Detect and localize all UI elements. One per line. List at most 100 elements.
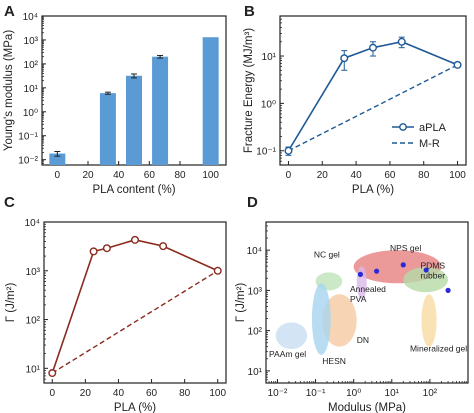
- y-tick-label: 10⁻²: [18, 156, 38, 167]
- region-ellipse: [403, 267, 449, 293]
- x-axis-label: PLA (%): [352, 184, 394, 196]
- x-tick-label: 80: [174, 170, 186, 181]
- y-tick-label: 10⁻¹: [256, 147, 276, 158]
- data-point: [159, 242, 168, 251]
- data-point: [423, 267, 429, 273]
- x-tick-label: 80: [418, 170, 430, 181]
- region-label: PAAm gel: [269, 349, 306, 359]
- x-tick-label: 60: [384, 170, 396, 181]
- y-tick-label: 10⁴: [247, 246, 262, 257]
- y-tick-label: 10²: [24, 60, 39, 71]
- region-label: HESN: [322, 356, 346, 366]
- region-label-line: Annealed: [350, 284, 386, 294]
- region-label-line: PDMS: [420, 260, 445, 270]
- region-label: DN: [357, 335, 369, 345]
- x-tick-label: 20: [317, 170, 329, 181]
- plot-frame: [43, 221, 227, 384]
- y-tick-label: 10²: [26, 316, 41, 327]
- bar: [152, 56, 169, 165]
- panel-c: 10¹ 10² 10³ 10⁴ 0 20 40 60 80 100 PLA (%) Γ (J/m²) C: [4, 194, 227, 413]
- series-line-apla: [287, 40, 458, 152]
- bar: [126, 75, 142, 165]
- x-tick-label: 10²: [423, 388, 438, 399]
- region-label: NPS gel: [390, 243, 421, 253]
- x-tick-label: 100: [449, 170, 466, 181]
- panel-label: A: [4, 3, 15, 20]
- x-tick-label: 60: [146, 388, 158, 399]
- y-tick-label: 10³: [248, 286, 263, 297]
- data-point: [374, 268, 380, 274]
- data-point: [102, 244, 111, 253]
- x-tick-label: 10⁻¹: [306, 388, 326, 399]
- data-point: [445, 287, 451, 293]
- panel-a: 10⁻² 10⁻¹ 10⁰ 10¹ 10² 10³ 10⁴ 0 20 40 60 80 100 PLA c…: [3, 3, 227, 196]
- region-ellipse: [311, 283, 331, 355]
- y-tick-label: 10⁰: [23, 108, 38, 119]
- data-point: [397, 37, 406, 46]
- panel-label: C: [4, 194, 15, 211]
- y-tick-label: 10¹: [26, 364, 41, 375]
- data-point: [89, 247, 98, 256]
- region-ellipse: [421, 294, 437, 347]
- panel-label: D: [247, 194, 258, 211]
- region-label: Mineralized gel: [410, 344, 467, 354]
- x-tick-label: 60: [144, 170, 156, 181]
- x-tick-label: 100: [209, 388, 226, 399]
- region-label: PDMS rubber: [420, 260, 445, 280]
- y-tick-label: 10⁴: [25, 218, 40, 229]
- y-tick-label: 10¹: [262, 52, 277, 63]
- y-axis-label: Γ (J/m²): [235, 283, 247, 323]
- legend-label: M-R: [419, 138, 440, 150]
- x-tick-label: 10⁻²: [268, 388, 288, 399]
- x-tick-label: 0: [55, 170, 61, 181]
- y-axis-label: Fracture Energy (MJ/m³): [243, 28, 255, 153]
- region-ellipse: [275, 322, 308, 349]
- y-tick-label: 10⁻¹: [18, 132, 38, 143]
- x-tick-label: 40: [113, 170, 125, 181]
- x-tick-label: 20: [82, 170, 94, 181]
- y-tick-label: 10³: [24, 36, 39, 47]
- x-axis-label: Modulus (MPa): [328, 402, 406, 413]
- series-line: [51, 239, 219, 374]
- bar: [99, 93, 116, 165]
- x-tick-label: 80: [179, 388, 191, 399]
- panel-b: 10⁻¹ 10⁰ 10¹ 0 20 40 60 80 100 aPLA M-R PLA (%) Frac…: [243, 3, 467, 196]
- x-tick-label: 40: [351, 170, 363, 181]
- bar: [49, 153, 66, 165]
- x-axis-label: PLA content (%): [92, 184, 175, 196]
- y-tick-label: 10⁴: [23, 12, 38, 23]
- x-tick-label: 10⁰: [346, 388, 361, 399]
- data-point: [213, 266, 222, 275]
- data-point: [369, 43, 378, 52]
- data-point: [400, 262, 406, 268]
- x-tick-label: 0: [49, 388, 55, 399]
- y-tick-label: 10¹: [24, 84, 39, 95]
- legend-label: aPLA: [419, 122, 447, 134]
- panel-d: 10¹ 10² 10³ 10⁴ 10⁻² 10⁻¹ 10⁰ 10¹ 10² NC gel NPS g…: [235, 194, 469, 413]
- legend-marker-apla: [399, 123, 407, 131]
- region-ellipse: [322, 294, 357, 347]
- y-tick-label: 10²: [248, 327, 263, 338]
- y-axis-label: Γ (J/m²): [5, 283, 17, 323]
- region-label-line: PVA: [350, 294, 367, 304]
- plot-frame: [279, 15, 467, 166]
- data-point: [357, 271, 363, 277]
- data-point: [284, 146, 293, 155]
- y-tick-label: 10³: [26, 267, 41, 278]
- y-tick-label: 10⁰: [261, 99, 276, 110]
- y-tick-label: 10¹: [248, 367, 263, 378]
- x-tick-label: 40: [113, 388, 125, 399]
- region-label: Annealed PVA: [350, 284, 386, 304]
- data-point: [453, 60, 462, 69]
- region-label-line: rubber: [420, 270, 445, 280]
- x-tick-label: 100: [202, 170, 219, 181]
- data-point: [130, 235, 139, 244]
- x-tick-label: 10¹: [385, 388, 400, 399]
- regions-layer: [275, 250, 451, 355]
- x-tick-label: 20: [80, 388, 92, 399]
- panel-label: B: [244, 3, 255, 20]
- x-tick-label: 0: [286, 170, 292, 181]
- series-line-dashed: [51, 270, 219, 374]
- data-point: [48, 369, 57, 378]
